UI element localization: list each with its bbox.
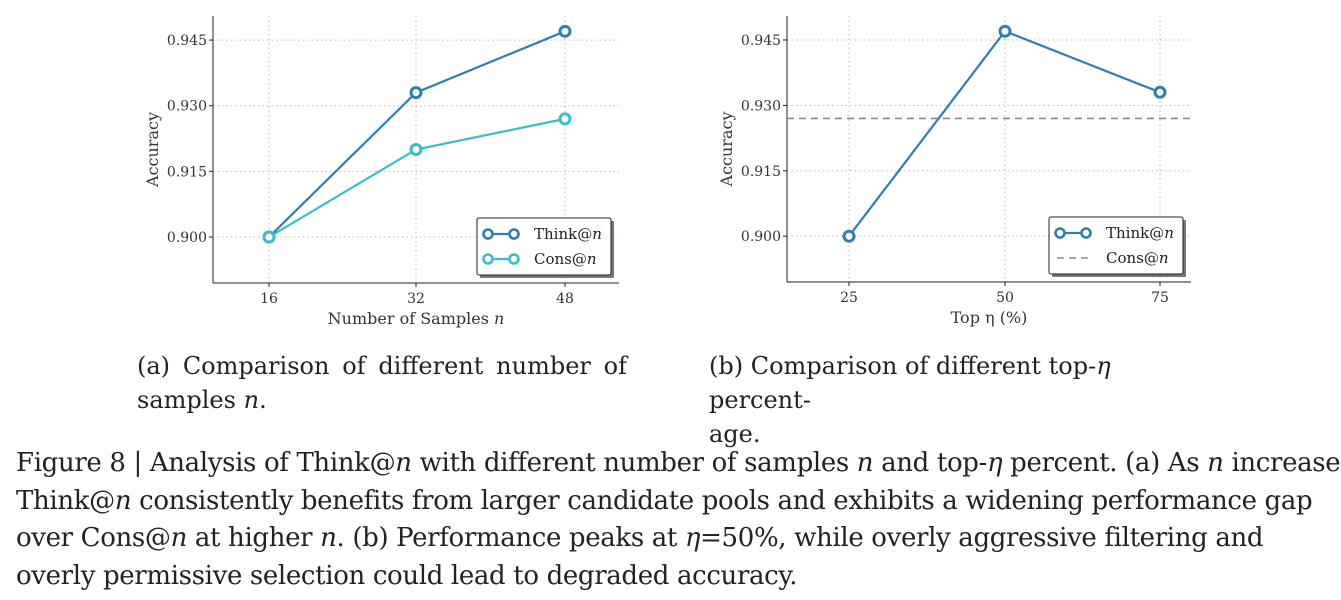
legend-marker-point bbox=[482, 253, 494, 265]
subcaption-b: (b) Comparison of different top-η percen… bbox=[709, 352, 1111, 448]
chart-a: 0.900 0.915 0.930 0.945 16 32 48 Number of Samp… bbox=[143, 16, 619, 328]
x-tick-label: 48 bbox=[556, 291, 574, 307]
legend-label: Cons@n bbox=[1106, 249, 1169, 267]
legend-marker-point bbox=[1054, 227, 1066, 239]
data-point bbox=[558, 112, 572, 126]
data-point bbox=[1153, 85, 1167, 99]
legend-marker-point bbox=[508, 253, 520, 265]
x-tick-label: 25 bbox=[840, 290, 858, 306]
x-axis-label: Number of Samples n bbox=[328, 309, 505, 328]
y-tick-label: 0.945 bbox=[167, 33, 207, 49]
x-tick-label: 32 bbox=[407, 291, 425, 307]
y-axis-label: Accuracy bbox=[717, 112, 736, 188]
y-tick-label: 0.900 bbox=[741, 229, 781, 245]
data-point bbox=[409, 86, 423, 100]
legend-marker-point bbox=[1080, 227, 1092, 239]
series-line bbox=[268, 30, 566, 238]
x-tick-label: 16 bbox=[260, 291, 278, 307]
y-tick-label: 0.900 bbox=[167, 230, 207, 246]
y-tick-label: 0.930 bbox=[167, 99, 207, 115]
x-tick-label: 75 bbox=[1151, 290, 1169, 306]
data-point bbox=[842, 229, 856, 243]
x-axis-label: Top η (%) bbox=[951, 308, 1028, 327]
legend-label: Cons@n bbox=[534, 250, 597, 268]
chart-b: 0.900 0.915 0.930 0.945 25 50 75 Top η (%) Accur… bbox=[717, 16, 1191, 327]
legend-label: Think@n bbox=[534, 225, 602, 243]
y-tick-label: 0.945 bbox=[741, 33, 781, 49]
y-tick-label: 0.930 bbox=[741, 98, 781, 114]
legend-marker-point bbox=[508, 228, 520, 240]
legend-label: Think@n bbox=[1106, 224, 1174, 242]
data-point bbox=[558, 24, 572, 38]
subcaption-a: (a) Comparison of different number of sa… bbox=[137, 352, 627, 414]
data-point bbox=[998, 24, 1012, 38]
y-tick-label: 0.915 bbox=[167, 164, 207, 180]
figure-caption: Figure 8 | Analysis of Think@n with diff… bbox=[16, 448, 1341, 591]
x-tick-label: 50 bbox=[996, 290, 1014, 306]
data-point bbox=[409, 143, 423, 156]
data-point bbox=[262, 230, 276, 244]
legend-marker-point bbox=[482, 228, 494, 240]
y-tick-label: 0.915 bbox=[741, 164, 781, 180]
y-axis-label: Accuracy bbox=[143, 112, 162, 188]
